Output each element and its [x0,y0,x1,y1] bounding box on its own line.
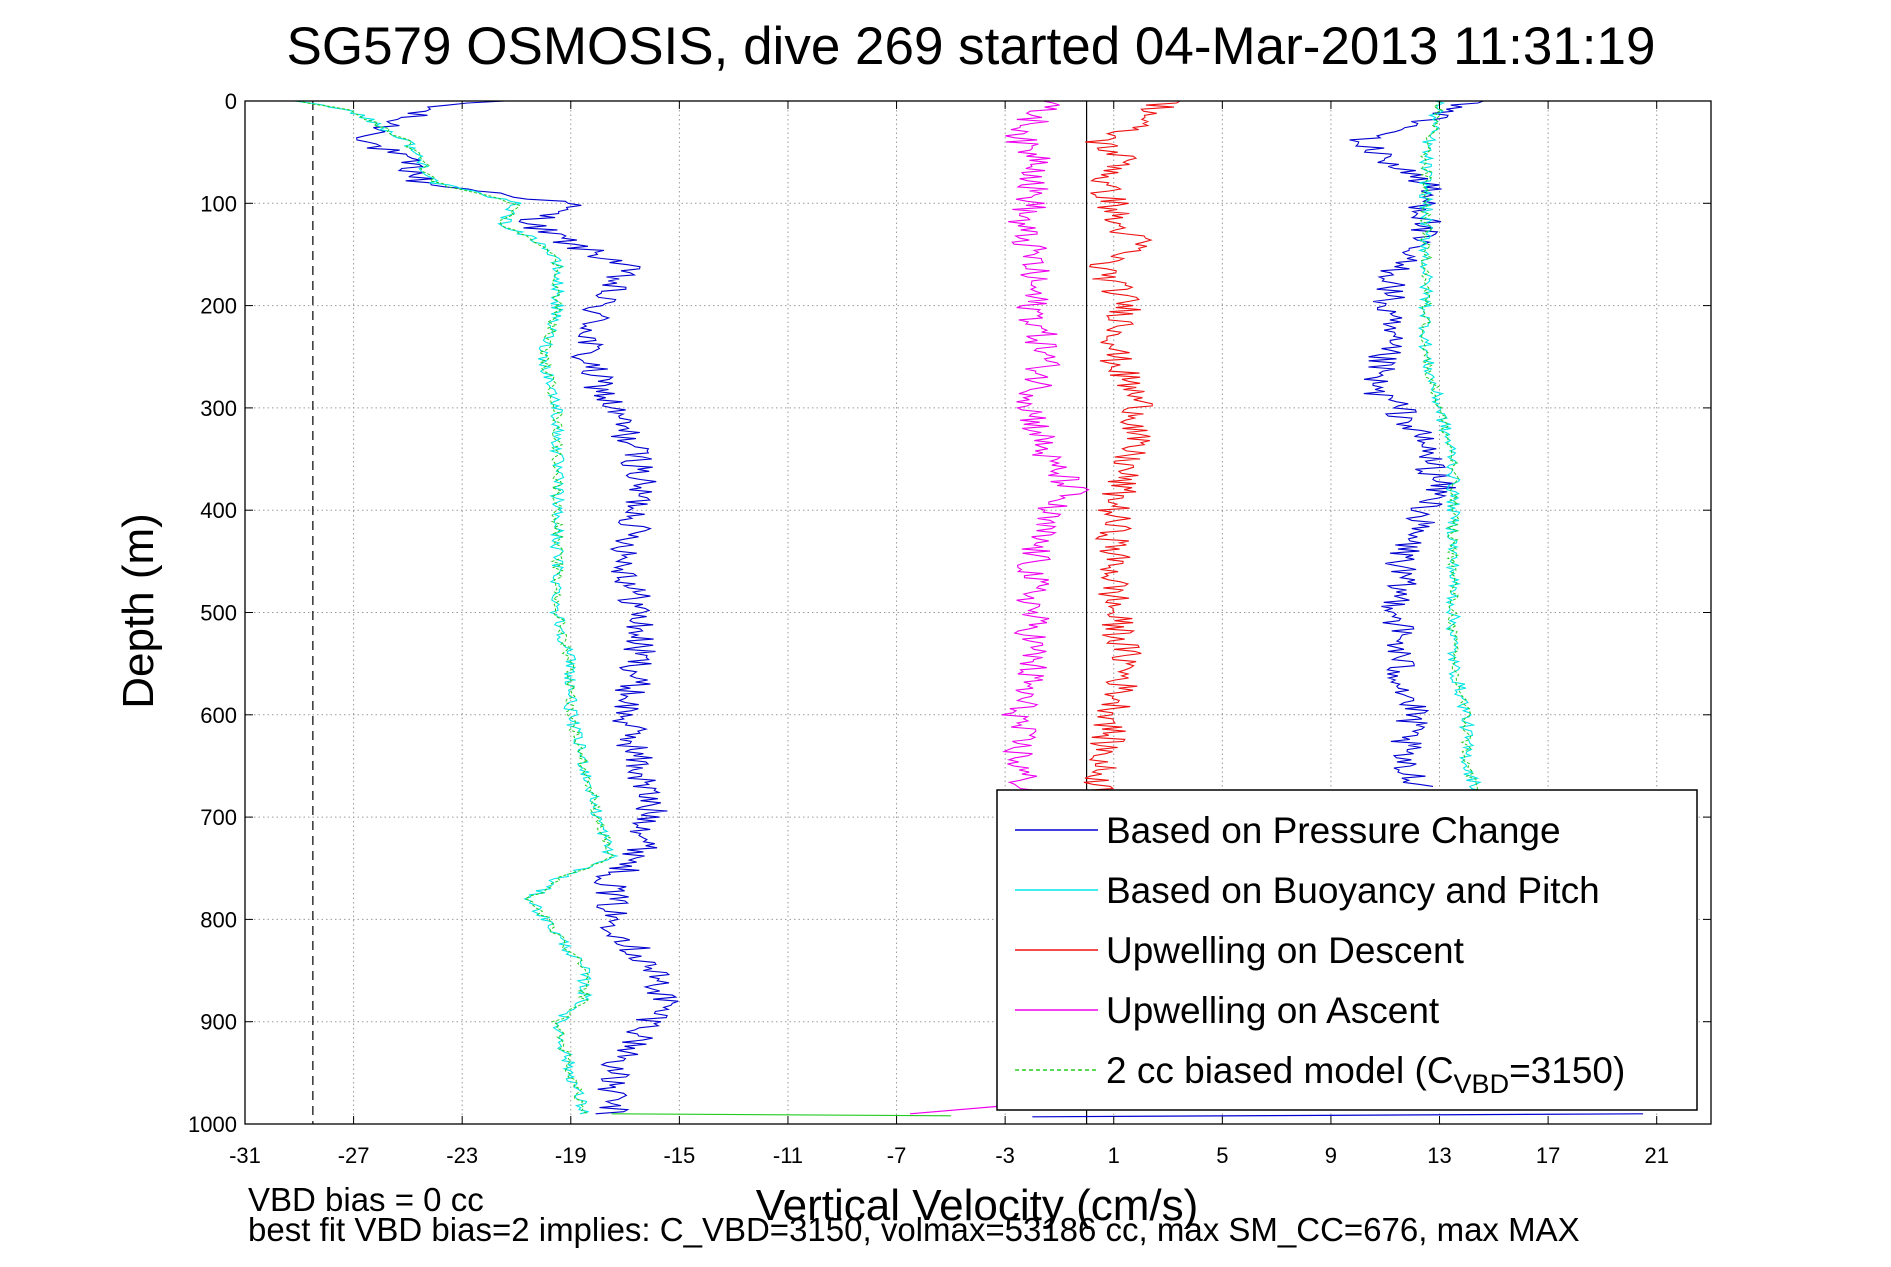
x-tick-label: 17 [1536,1143,1560,1168]
bottom-spike-2 [1032,1113,1644,1118]
legend-label-1: Based on Buoyancy and Pitch [1106,870,1600,911]
x-tick-label: 21 [1644,1143,1668,1168]
legend-label-2: Upwelling on Descent [1106,930,1465,971]
chart-title: SG579 OSMOSIS, dive 269 started 04-Mar-2… [287,17,1656,76]
legend-label-4: 2 cc biased model (CVBD=3150) [1106,1050,1625,1099]
series-line-1 [1349,100,1484,787]
x-tick-label: -19 [555,1143,587,1168]
y-tick-label: 300 [200,396,237,421]
series-line-2 [294,100,619,1115]
x-tick-label: -27 [338,1143,370,1168]
y-tick-label: 500 [200,601,237,626]
x-tick-label: -23 [446,1143,478,1168]
x-tick-label: -31 [229,1143,261,1168]
y-tick-label: 200 [200,294,237,319]
series-line-5 [1001,100,1090,808]
y-tick-label: 100 [200,191,237,216]
legend-box [996,789,1698,1111]
y-tick-label: 600 [200,703,237,728]
y-axis-label: Depth (m) [114,513,163,709]
x-tick-label: -11 [773,1143,803,1168]
x-tick-label: 5 [1216,1143,1228,1168]
series-line-3 [1417,100,1482,798]
x-tick-label: -15 [663,1143,695,1168]
x-axis-label: Vertical Velocity (cm/s) [756,1181,1199,1230]
legend-label-3: Upwelling on Ascent [1106,990,1440,1031]
legend-label-0: Based on Pressure Change [1106,810,1561,851]
y-tick-label: 900 [200,1010,237,1035]
legend-entries: Based on Pressure Change Based on Buoyanc… [1015,810,1625,1099]
x-tick-label: 9 [1325,1143,1337,1168]
x-tick-label: -7 [887,1143,907,1168]
y-tick-label: 1000 [188,1112,237,1137]
y-tick-label: 800 [200,907,237,932]
series-line-0 [356,100,679,1115]
legend: Based on Pressure Change Based on Buoyanc… [996,789,1698,1111]
x-tick-label: 1 [1108,1143,1120,1168]
tick-layer: -31 -27 -23 -19 -15 -11 -7 -3 1 5 9 13 17 21010020030… [188,89,1711,1168]
y-tick-label: 0 [225,89,237,114]
y-tick-label: 400 [200,498,237,523]
footnote-best-fit: best fit VBD bias=2 implies: C_VBD=3150,… [248,1211,1580,1248]
y-tick-label: 700 [200,805,237,830]
biased-model-line-1 [1419,100,1483,796]
series-layer [294,100,1644,1118]
bottom-spike-0 [611,1113,951,1117]
grid-layer [244,100,1711,1125]
series-line-4 [1083,100,1181,808]
x-tick-label: -3 [995,1143,1015,1168]
x-tick-label: 13 [1427,1143,1451,1168]
footnote-vbd-bias: VBD bias = 0 cc [248,1181,484,1218]
